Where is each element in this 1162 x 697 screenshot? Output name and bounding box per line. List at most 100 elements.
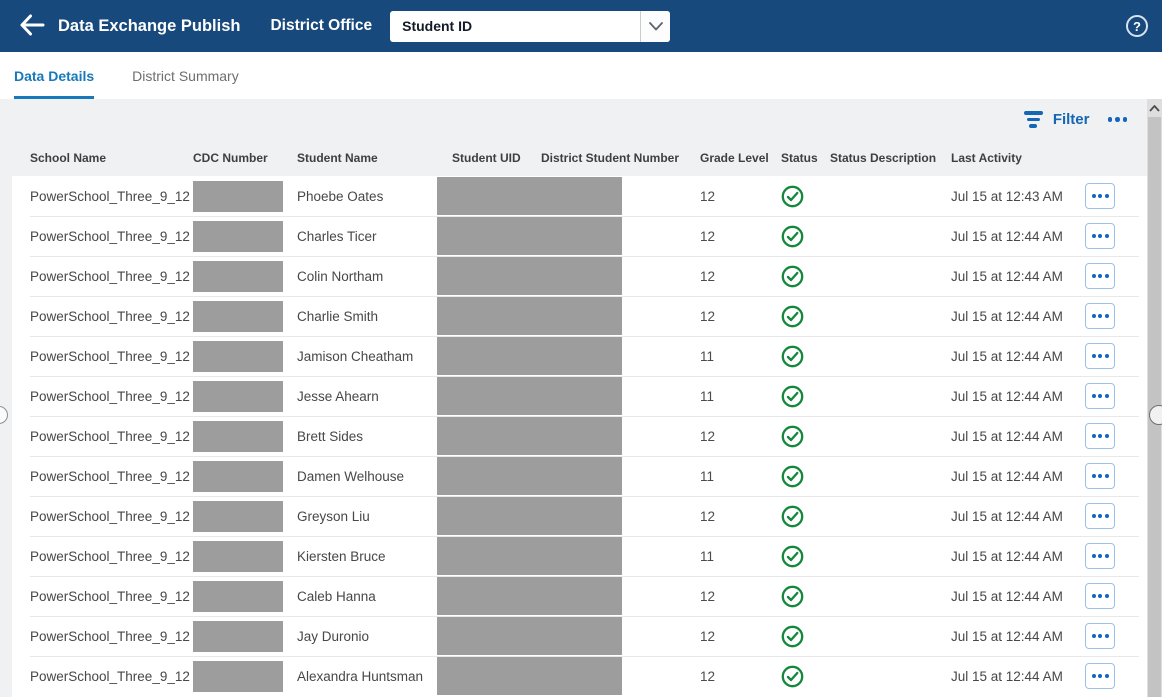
cell-status	[781, 305, 830, 328]
cell-actions	[1060, 343, 1147, 369]
filter-icon	[1023, 111, 1043, 128]
cell-school-name: PowerSchool_Three_9_12	[30, 508, 190, 524]
status-success-icon	[781, 585, 804, 607]
page-title: Data Exchange Publish	[58, 16, 241, 35]
ellipsis-icon	[1091, 434, 1096, 438]
column-header-last-activity: Last Activity	[951, 151, 1022, 165]
ellipsis-icon	[1091, 514, 1096, 518]
cell-school-name: PowerSchool_Three_9_12	[30, 628, 190, 644]
cell-status	[781, 465, 830, 488]
cell-grade-level: 12	[700, 508, 716, 524]
cell-school-name: PowerSchool_Three_9_12	[30, 348, 190, 364]
row-actions-button[interactable]	[1085, 223, 1115, 249]
row-actions-button[interactable]	[1085, 663, 1115, 689]
back-button[interactable]	[14, 8, 50, 44]
cell-student-ids	[437, 417, 697, 455]
redacted-cdc-number	[193, 340, 283, 372]
filter-button[interactable]: Filter	[1023, 111, 1090, 128]
cell-student-name: Alexandra Huntsman	[297, 668, 424, 684]
row-actions-button[interactable]	[1085, 183, 1115, 209]
cell-school-name: PowerSchool_Three_9_12	[30, 308, 190, 324]
status-success-icon	[781, 545, 804, 567]
row-actions-button[interactable]	[1085, 583, 1115, 609]
chevron-down-icon[interactable]	[640, 10, 671, 42]
report-type-dropdown[interactable]: Student ID	[390, 10, 671, 42]
cell-student-name: Brett Sides	[297, 428, 364, 444]
cell-cdc-number	[193, 220, 297, 252]
cell-cdc-number	[193, 260, 297, 292]
cell-school-name: PowerSchool_Three_9_12	[30, 228, 190, 244]
cell-school-name: PowerSchool_Three_9_12	[30, 468, 190, 484]
cell-student-name: Greyson Liu	[297, 508, 370, 524]
redacted-student-uid-and-number	[437, 577, 622, 615]
vertical-scrollbar[interactable]	[1147, 99, 1162, 697]
ellipsis-icon	[1091, 594, 1096, 598]
table-row: PowerSchool_Three_9_12 Jamison Cheatham 11…	[12, 336, 1147, 376]
cell-student-ids	[437, 297, 697, 335]
cell-status	[781, 425, 830, 448]
cell-grade-level: 11	[700, 468, 715, 484]
help-button[interactable]: ?	[1126, 15, 1148, 37]
row-actions-button[interactable]	[1085, 503, 1115, 529]
status-success-icon	[781, 305, 804, 327]
scroll-left-handle[interactable]	[0, 406, 8, 424]
cell-student-name: Charlie Smith	[297, 308, 379, 324]
row-actions-button[interactable]	[1085, 303, 1115, 329]
cell-actions	[1060, 183, 1147, 209]
scroll-up-button[interactable]	[1147, 99, 1162, 116]
redacted-cdc-number	[193, 260, 283, 292]
back-arrow-icon	[19, 14, 45, 39]
tab-district-summary[interactable]: District Summary	[132, 67, 239, 84]
status-success-icon	[781, 505, 804, 527]
cell-cdc-number	[193, 500, 297, 532]
row-actions-button[interactable]	[1085, 263, 1115, 289]
table-more-options-button[interactable]	[1106, 113, 1130, 126]
tab-data-details[interactable]: Data Details	[14, 52, 95, 99]
help-icon: ?	[1133, 18, 1141, 34]
cell-student-ids	[437, 657, 697, 695]
cell-last-activity: Jul 15 at 12:44 AM	[951, 228, 1063, 244]
redacted-cdc-number	[193, 460, 283, 492]
cell-actions	[1060, 583, 1147, 609]
cell-last-activity: Jul 15 at 12:44 AM	[951, 588, 1063, 604]
cell-student-ids	[437, 377, 697, 415]
ellipsis-icon	[1091, 394, 1096, 398]
cell-last-activity: Jul 15 at 12:44 AM	[951, 548, 1063, 564]
cell-student-name: Caleb Hanna	[297, 588, 376, 604]
cell-actions	[1060, 543, 1147, 569]
cell-school-name: PowerSchool_Three_9_12	[30, 268, 190, 284]
cell-grade-level: 12	[700, 628, 716, 644]
row-actions-button[interactable]	[1085, 383, 1115, 409]
cell-student-ids	[437, 217, 697, 255]
cell-last-activity: Jul 15 at 12:44 AM	[951, 428, 1063, 444]
cell-actions	[1060, 663, 1147, 689]
ellipsis-icon	[1091, 554, 1096, 558]
table-row: PowerSchool_Three_9_12 Damen Welhouse 11 Ju…	[12, 456, 1147, 496]
cell-actions	[1060, 503, 1147, 529]
row-actions-button[interactable]	[1085, 543, 1115, 569]
redacted-student-uid-and-number	[437, 617, 622, 655]
cell-actions	[1060, 223, 1147, 249]
cell-status	[781, 505, 830, 528]
cell-actions	[1060, 463, 1147, 489]
cell-cdc-number	[193, 300, 297, 332]
scroll-right-handle[interactable]	[1149, 405, 1162, 425]
cell-last-activity: Jul 15 at 12:44 AM	[951, 508, 1063, 524]
redacted-student-uid-and-number	[437, 217, 622, 255]
table-card: PowerSchool_Three_9_12 Phoebe Oates 12 Jul …	[12, 176, 1147, 697]
column-header-student-name: Student Name	[297, 151, 378, 165]
table-body: PowerSchool_Three_9_12 Phoebe Oates 12 Jul …	[12, 176, 1147, 696]
redacted-cdc-number	[193, 660, 283, 692]
cell-last-activity: Jul 15 at 12:43 AM	[951, 188, 1063, 204]
row-actions-button[interactable]	[1085, 423, 1115, 449]
row-actions-button[interactable]	[1085, 463, 1115, 489]
table-row: PowerSchool_Three_9_12 Alexandra Huntsman…	[12, 656, 1147, 696]
app-header: Data Exchange Publish District Office St…	[0, 0, 1162, 52]
cell-status	[781, 545, 830, 568]
row-actions-button[interactable]	[1085, 623, 1115, 649]
row-actions-button[interactable]	[1085, 343, 1115, 369]
table-row: PowerSchool_Three_9_12 Brett Sides 12 Jul 1…	[12, 416, 1147, 456]
cell-cdc-number	[193, 540, 297, 572]
table-row: PowerSchool_Three_9_12 Jay Duronio 12 Jul 1…	[12, 616, 1147, 656]
cell-cdc-number	[193, 380, 297, 412]
